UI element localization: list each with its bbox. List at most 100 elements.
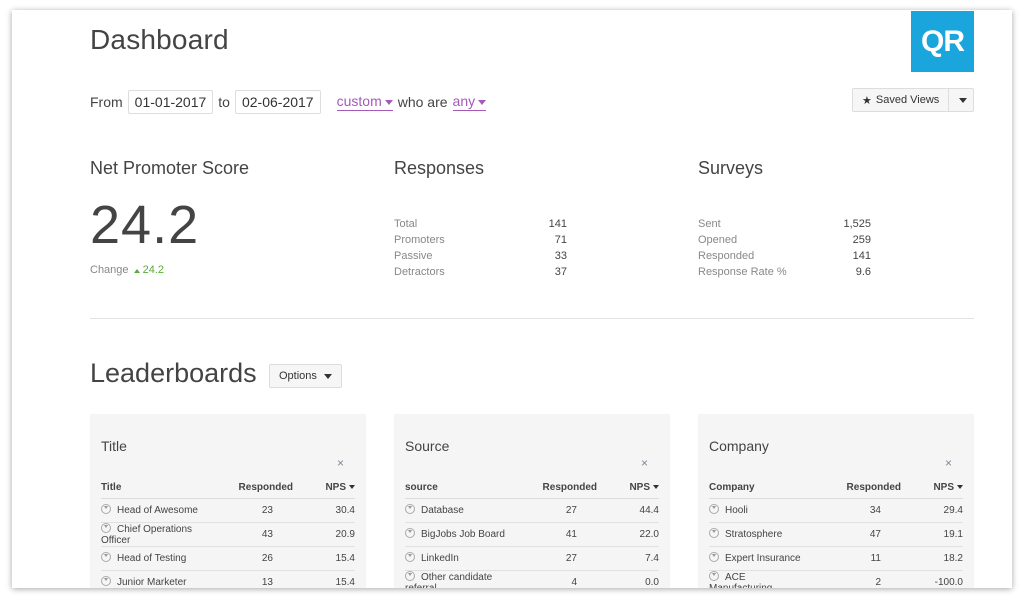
stat-value: 37 [554,266,567,278]
table-row[interactable]: Junior Marketer 13 15.4 [101,570,355,588]
to-label: to [218,94,230,110]
row-responded: 43 [203,522,293,547]
column-header[interactable]: Responded [203,476,293,499]
nps-change: Change 24.2 [90,264,164,276]
table-row[interactable]: BigJobs Job Board 41 22.0 [405,522,659,547]
expand-icon[interactable] [405,552,415,563]
stat-value: 141 [852,250,871,262]
row-name: Expert Insurance [725,553,801,564]
row-nps: 19.1 [901,522,963,547]
row-responded: 41 [507,522,597,547]
leaderboard-table: source Responded NPS Database 27 44.4 BigJ… [405,476,659,588]
nps-value: 24.2 [90,195,200,255]
stat-row: Promoters 71 [394,232,567,248]
stat-row: Total 141 [394,216,567,232]
table-row[interactable]: Other candidate referral 4 0.0 [405,570,659,589]
column-header[interactable]: Responded [507,476,597,499]
expand-icon[interactable] [405,504,415,515]
saved-views-label: Saved Views [875,94,940,106]
table-row[interactable]: Head of Testing 26 15.4 [101,546,355,571]
chevron-down-icon [958,97,967,103]
expand-icon[interactable] [709,552,719,563]
row-name: Chief Operations Officer [101,523,193,546]
table-header: source Responded NPS [405,476,659,499]
chevron-down-icon [323,373,332,379]
arrow-up-icon [133,269,140,273]
close-icon[interactable]: × [336,456,344,470]
column-header[interactable]: Responded [811,476,901,499]
table-row[interactable]: Expert Insurance 11 18.2 [709,546,963,571]
row-nps: 15.4 [293,570,355,588]
dashboard-window: Dashboard QR From 01-01-2017 to 02-06-20… [12,10,1012,588]
star-icon: ★ [862,94,872,107]
stat-value: 259 [852,234,871,246]
close-icon[interactable]: × [640,456,648,470]
stat-value: 33 [554,250,567,262]
stat-label: Response Rate % [698,266,787,278]
column-header-nps[interactable]: NPS [901,476,963,499]
expand-icon[interactable] [405,528,415,539]
expand-icon[interactable] [405,570,415,581]
row-name: ACE Manufacturing [709,571,773,589]
chevron-down-icon [384,99,393,105]
row-nps: 15.4 [293,546,355,571]
responses-stats: Total 141 Promoters 71 Passive 33 Detractor… [394,216,567,280]
column-header[interactable]: Title [101,476,203,499]
section-divider [90,318,974,319]
table-row[interactable]: Hooli 34 29.4 [709,498,963,523]
table-row[interactable]: ACE Manufacturing 2 -100.0 [709,570,963,589]
column-header-nps[interactable]: NPS [597,476,659,499]
table-row[interactable]: Database 27 44.4 [405,498,659,523]
table-row[interactable]: Stratosphere 47 19.1 [709,522,963,547]
expand-icon[interactable] [101,522,111,533]
row-name: LinkedIn [421,553,459,564]
change-label: Change [90,264,129,276]
row-nps: 29.4 [901,498,963,523]
stat-value: 1,525 [843,218,871,230]
row-name: Head of Awesome [117,505,198,516]
expand-icon[interactable] [709,504,719,515]
change-value-text: 24.2 [142,264,165,276]
options-button[interactable]: Options [269,364,342,388]
page-title: Dashboard [90,24,229,55]
row-responded: 27 [507,546,597,571]
stat-label: Responded [698,250,755,262]
stat-label: Passive [394,250,433,262]
expand-icon[interactable] [101,504,111,515]
table-row[interactable]: Chief Operations Officer 43 20.9 [101,522,355,547]
chevron-down-icon [478,99,487,105]
table-header: Title Responded NPS [101,476,355,499]
leaderboard-card-title: Title × Title Responded NPS Head of Awes… [90,414,366,588]
column-header[interactable]: source [405,476,507,499]
column-header-nps[interactable]: NPS [293,476,355,499]
surveys-stats: Sent 1,525 Opened 259 Responded 141 Respons… [698,216,871,280]
row-name: Head of Testing [117,553,187,564]
range-dropdown[interactable]: custom [336,93,393,111]
table-row[interactable]: Head of Awesome 23 30.4 [101,498,355,523]
expand-icon[interactable] [101,576,111,587]
row-nps: 18.2 [901,546,963,571]
surveys-heading: Surveys [698,158,764,178]
leaderboards-heading: Leaderboards [90,358,257,388]
expand-icon[interactable] [709,528,719,539]
to-date-input[interactable]: 02-06-2017 [234,90,321,114]
row-nps: -100.0 [901,570,963,588]
who-dropdown[interactable]: any [452,93,487,111]
leaderboard-card-source: Source × source Responded NPS Database 27… [394,414,670,588]
stat-label: Opened [698,234,738,246]
expand-icon[interactable] [101,552,111,563]
nps-heading: Net Promoter Score [90,158,250,178]
from-date-input[interactable]: 01-01-2017 [127,90,214,114]
column-header[interactable]: Company [709,476,811,499]
row-responded: 47 [811,522,901,547]
saved-views-button[interactable]: ★ Saved Views [853,89,950,111]
expand-icon[interactable] [709,570,719,581]
column-header-label: NPS [325,481,346,493]
close-icon[interactable]: × [944,456,952,470]
saved-views-dropdown-toggle[interactable] [949,89,973,111]
card-title: Title [101,438,127,454]
row-name: Other candidate referral [405,571,493,589]
table-row[interactable]: LinkedIn 27 7.4 [405,546,659,571]
row-nps: 44.4 [597,498,659,523]
row-responded: 2 [811,570,901,588]
